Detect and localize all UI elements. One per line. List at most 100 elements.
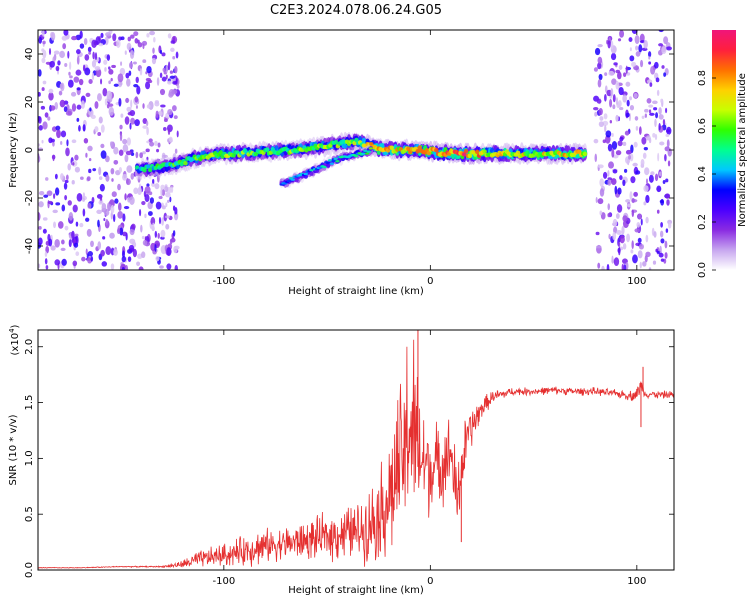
- noise-speckle: [141, 251, 146, 259]
- noise-speckle: [74, 233, 79, 237]
- noise-speckle: [142, 117, 148, 124]
- noise-speckle: [90, 256, 94, 262]
- noise-speckle: [658, 114, 664, 120]
- noise-speckle: [122, 213, 126, 222]
- noise-speckle: [174, 148, 178, 154]
- noise-speckle: [614, 185, 618, 195]
- noise-speckle: [643, 185, 649, 192]
- noise-speckle: [116, 39, 121, 48]
- noise-speckle: [607, 203, 611, 211]
- noise-speckle: [607, 40, 611, 49]
- noise-speckle: [603, 113, 608, 120]
- ridge-blob: [582, 151, 588, 157]
- noise-speckle: [649, 112, 655, 116]
- noise-speckle: [136, 85, 141, 95]
- noise-speckle: [94, 101, 99, 109]
- noise-speckle: [80, 100, 85, 109]
- noise-speckle: [106, 54, 111, 61]
- noise-speckle: [103, 217, 106, 222]
- noise-speckle: [654, 61, 659, 69]
- noise-speckle: [598, 121, 605, 128]
- noise-speckle: [636, 221, 641, 228]
- noise-speckle: [68, 71, 71, 76]
- noise-speckle: [134, 96, 139, 103]
- noise-speckle: [615, 80, 620, 90]
- noise-speckle: [42, 121, 48, 130]
- noise-speckle: [159, 88, 166, 96]
- noise-speckle: [644, 167, 650, 176]
- noise-speckle: [607, 143, 613, 152]
- ridge-blob: [218, 150, 223, 155]
- noise-speckle: [154, 101, 160, 107]
- ridge-blob: [333, 139, 339, 145]
- noise-speckle: [167, 80, 172, 85]
- snr-background: [38, 330, 674, 570]
- ridge-blob: [434, 147, 439, 153]
- noise-speckle: [127, 111, 133, 116]
- noise-speckle: [648, 174, 654, 183]
- noise-speckle: [157, 232, 160, 239]
- noise-speckle: [628, 154, 631, 160]
- noise-speckle: [665, 107, 668, 114]
- noise-speckle: [63, 182, 68, 190]
- noise-speckle: [607, 177, 613, 181]
- noise-speckle: [127, 256, 132, 262]
- noise-speckle: [643, 146, 648, 151]
- noise-speckle: [655, 77, 660, 83]
- noise-speckle: [42, 80, 47, 85]
- noise-speckle: [667, 221, 672, 229]
- noise-speckle: [611, 148, 615, 158]
- noise-speckle: [125, 264, 129, 270]
- noise-speckle: [104, 67, 107, 72]
- noise-speckle: [113, 146, 119, 155]
- ridge-blob: [363, 149, 368, 152]
- noise-speckle: [154, 140, 158, 146]
- noise-speckle: [610, 178, 617, 185]
- noise-speckle: [124, 50, 127, 55]
- noise-speckle: [38, 92, 41, 97]
- noise-speckle: [166, 199, 170, 203]
- noise-speckle: [129, 50, 135, 59]
- noise-speckle: [645, 194, 650, 204]
- noise-speckle: [59, 50, 65, 59]
- noise-speckle: [172, 105, 177, 112]
- noise-speckle: [161, 189, 166, 196]
- ridge-blob: [333, 157, 338, 160]
- noise-speckle: [128, 244, 135, 252]
- noise-speckle: [97, 132, 102, 137]
- noise-speckle: [663, 36, 669, 45]
- noise-speckle: [618, 242, 621, 248]
- noise-speckle: [629, 153, 634, 162]
- noise-speckle: [163, 127, 167, 132]
- noise-speckle: [48, 88, 54, 94]
- noise-speckle: [641, 115, 645, 119]
- noise-speckle: [161, 217, 165, 226]
- noise-speckle: [98, 176, 103, 181]
- noise-speckle: [145, 81, 151, 90]
- noise-speckle: [648, 267, 652, 270]
- noise-speckle: [631, 240, 634, 250]
- noise-speckle: [595, 197, 598, 204]
- noise-speckle: [50, 245, 56, 251]
- noise-speckle: [650, 65, 656, 75]
- noise-speckle: [59, 83, 64, 90]
- noise-speckle: [604, 94, 607, 102]
- ridge-blob: [146, 164, 151, 169]
- colorbar-gradient: [712, 30, 736, 270]
- noise-speckle: [64, 194, 68, 201]
- noise-speckle: [621, 263, 624, 270]
- noise-speckle: [153, 36, 156, 43]
- noise-speckle: [156, 148, 160, 153]
- noise-speckle: [121, 255, 126, 263]
- noise-speckle: [74, 166, 81, 173]
- noise-speckle: [631, 209, 635, 218]
- noise-speckle: [144, 186, 151, 194]
- noise-speckle: [87, 202, 92, 209]
- noise-speckle: [659, 230, 664, 238]
- noise-speckle: [41, 57, 46, 64]
- noise-speckle: [69, 75, 73, 79]
- noise-speckle: [599, 116, 604, 121]
- noise-speckle: [637, 237, 642, 243]
- noise-speckle: [106, 90, 112, 100]
- noise-speckle: [623, 168, 628, 173]
